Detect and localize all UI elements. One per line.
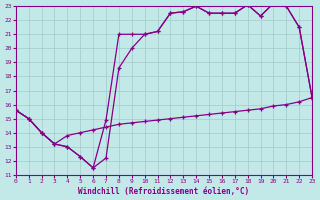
X-axis label: Windchill (Refroidissement éolien,°C): Windchill (Refroidissement éolien,°C) [78, 187, 250, 196]
